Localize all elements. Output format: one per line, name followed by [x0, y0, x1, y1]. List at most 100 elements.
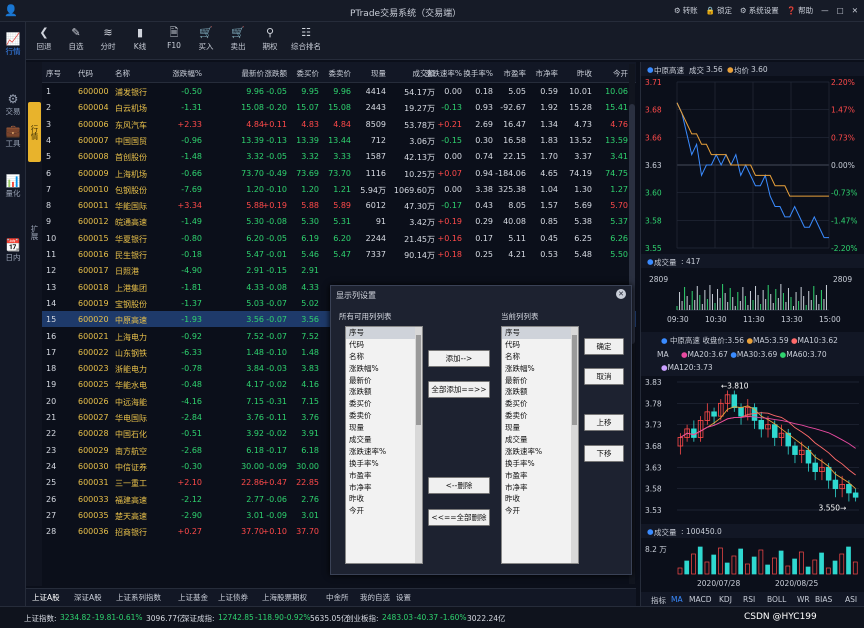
buy-button[interactable]: 🛒 买入: [198, 26, 214, 51]
column-option[interactable]: 涨跌额: [505, 387, 528, 397]
col-header-nowvol[interactable]: 现量: [371, 69, 386, 78]
table-row[interactable]: 20 600026 中远海能 -4.16 7.15 -0.31 7.15: [42, 393, 636, 409]
column-option[interactable]: 市盈率: [349, 470, 372, 480]
indicator-tab[interactable]: KDJ: [719, 595, 732, 604]
table-row[interactable]: 9 600012 皖通高速 -1.49 5.30 -0.08 5.30 5.31 91 3.42万…: [42, 213, 636, 229]
column-option[interactable]: 换手率%: [505, 458, 535, 468]
table-row[interactable]: 6 600009 上海机场 -0.66 73.70 -0.49 73.69 73.70 1116…: [42, 165, 636, 181]
table-row[interactable]: 14 600019 宝钢股份 -1.37 5.03 -0.07 5.02: [42, 295, 636, 311]
move-down-button[interactable]: 下移: [584, 445, 624, 462]
column-option[interactable]: 市净率: [349, 482, 372, 492]
col-header-pb[interactable]: 市净率: [535, 69, 559, 78]
column-option[interactable]: 涨跌额: [349, 387, 372, 397]
cancel-button[interactable]: 取消: [584, 368, 624, 385]
timeshare-button[interactable]: ≋ 分时: [100, 26, 116, 51]
table-row[interactable]: 3 600006 东风汽车 +2.33 4.84 +0.11 4.83 4.84 8509 53.…: [42, 116, 636, 132]
remove-all-columns-button[interactable]: <<==全部删除: [428, 509, 490, 526]
nav-quote[interactable]: 📈 行情: [5, 31, 21, 56]
market-tab[interactable]: 上海股票期权: [262, 593, 307, 602]
f10-button[interactable]: 🗎 F10: [167, 26, 181, 50]
help-button[interactable]: ❓ 帮助: [786, 6, 814, 15]
remove-column-button[interactable]: <--删除: [428, 477, 490, 494]
column-option[interactable]: 涨跌幅%: [349, 363, 379, 373]
table-row[interactable]: 5 600008 首创股份 -1.48 3.32 -0.05 3.32 3.33 1587 42.…: [42, 148, 636, 164]
column-option[interactable]: 涨跌幅%: [505, 363, 535, 373]
table-row[interactable]: 13 600018 上港集团 -1.81 4.33 -0.08 4.33: [42, 279, 636, 295]
col-header-pe[interactable]: 市盈率: [503, 69, 527, 78]
table-row[interactable]: 25 600031 三一重工 +2.10 22.86 +0.47 22.85: [42, 474, 636, 490]
table-row[interactable]: 4 600007 中国国贸 -0.96 13.39 -0.13 13.39 13.44 712 3…: [42, 132, 636, 148]
column-option[interactable]: 成交量: [505, 435, 528, 445]
table-row[interactable]: 16 600021 上海电力 -0.92 7.52 -0.07 7.52: [42, 328, 636, 344]
market-tab[interactable]: 上证债券: [218, 593, 248, 602]
list-scrollbar[interactable]: [415, 327, 422, 563]
ok-button[interactable]: 确定: [584, 338, 624, 355]
table-row[interactable]: 1 600000 浦发银行 -0.50 9.96 -0.05 9.95 9.96 4414 54.…: [42, 83, 636, 99]
table-row[interactable]: 27 600035 楚天高速 -2.90 3.01 -0.09 3.01: [42, 507, 636, 523]
table-row[interactable]: 12 600017 日照港 -4.90 2.91 -0.15 2.91: [42, 262, 636, 278]
market-tab[interactable]: 上证系列指数: [116, 593, 161, 602]
column-option[interactable]: 昨收: [349, 494, 364, 504]
col-header-speed[interactable]: 涨跌速率%: [424, 69, 462, 78]
back-button[interactable]: ❮ 回退: [36, 26, 52, 51]
column-option[interactable]: 代码: [349, 339, 364, 349]
column-option[interactable]: 今开: [505, 506, 520, 516]
table-row[interactable]: 21 600027 华电国际 -2.84 3.76 -0.11 3.76: [42, 409, 636, 425]
market-tab[interactable]: 深证A股: [74, 593, 102, 602]
col-header-bid[interactable]: 委买价: [296, 69, 320, 78]
column-option[interactable]: 委买价: [505, 399, 528, 409]
tab-expand[interactable]: 扩展: [30, 224, 39, 240]
settings-button[interactable]: ⚙ 系统设置: [740, 6, 779, 15]
nav-tools[interactable]: 💼 工具: [5, 123, 21, 148]
col-header-chg[interactable]: 涨跌额: [264, 69, 288, 78]
scrollbar-thumb[interactable]: [629, 104, 635, 344]
column-option[interactable]: 涨跌速率%: [505, 446, 543, 456]
table-row[interactable]: 10 600015 华夏银行 -0.80 6.20 -0.05 6.19 6.20 2244 21…: [42, 230, 636, 246]
column-option[interactable]: 委买价: [349, 399, 372, 409]
table-row[interactable]: 17 600022 山东钢铁 -6.33 1.48 -0.10 1.48: [42, 344, 636, 360]
table-row[interactable]: 19 600025 华能水电 -0.48 4.17 -0.02 4.16: [42, 376, 636, 392]
indicator-tab[interactable]: MA: [671, 595, 683, 604]
nav-intraday[interactable]: 📆 日内: [5, 237, 21, 262]
current-columns-list[interactable]: 序号 代码 名称 涨跌幅% 最新价 涨跌额 委买价 委卖价 现量 成交量 涨跌速率% 换手率% 市盈率市…: [501, 326, 579, 564]
list-scrollbar-thumb[interactable]: [572, 335, 577, 425]
column-option[interactable]: 市净率: [505, 482, 528, 492]
ma-selector[interactable]: MA: [657, 350, 669, 359]
column-option[interactable]: 委卖价: [505, 411, 528, 421]
maximize-button[interactable]: □: [836, 6, 844, 15]
indicator-tab[interactable]: BOLL: [767, 595, 787, 604]
market-tab[interactable]: 我的自选: [360, 593, 390, 602]
col-header-price[interactable]: 最新价: [241, 69, 265, 78]
column-option[interactable]: 现量: [349, 423, 364, 433]
market-tab[interactable]: 上证A股: [32, 593, 60, 602]
nav-quant[interactable]: 📊 量化: [5, 173, 21, 198]
lock-button[interactable]: 🔒 锁定: [705, 6, 733, 15]
column-option[interactable]: 名称: [349, 351, 364, 361]
column-option[interactable]: 市盈率: [505, 470, 528, 480]
tab-quote[interactable]: 行情: [28, 102, 41, 162]
options-button[interactable]: ⚲ 期权: [262, 26, 278, 51]
column-option[interactable]: 委卖价: [349, 411, 372, 421]
col-header-open[interactable]: 今开: [613, 69, 628, 78]
table-row[interactable]: 23 600029 南方航空 -2.68 6.18 -0.17 6.18: [42, 442, 636, 458]
col-header-prevclose[interactable]: 昨收: [577, 69, 592, 78]
dialog-close-icon[interactable]: ✕: [616, 289, 626, 299]
col-header-turnover[interactable]: 换手率%: [463, 69, 493, 78]
col-header-amount[interactable]: 成交额: [412, 69, 436, 78]
column-option[interactable]: 名称: [505, 351, 520, 361]
column-option[interactable]: 最新价: [349, 375, 372, 385]
column-option[interactable]: 代码: [505, 339, 520, 349]
table-row[interactable]: 28 600036 招商银行 +0.27 37.70 +0.10 37.70: [42, 523, 636, 539]
col-header-ask[interactable]: 委卖价: [328, 69, 352, 78]
col-header-name[interactable]: 名称: [115, 69, 130, 78]
list-scrollbar[interactable]: [571, 327, 578, 563]
col-header-seq[interactable]: 序号: [46, 69, 61, 78]
watchlist-button[interactable]: ✎ 自选: [68, 26, 84, 51]
col-header-code[interactable]: 代码: [78, 69, 93, 78]
indicator-tab[interactable]: BIAS: [815, 595, 833, 604]
minimize-button[interactable]: —: [821, 6, 829, 15]
user-icon[interactable]: 👤: [4, 4, 18, 17]
indicator-tab[interactable]: RSI: [743, 595, 756, 604]
column-option[interactable]: 涨跌速率%: [349, 446, 387, 456]
nav-trade[interactable]: ⚙ 交易: [5, 91, 21, 116]
